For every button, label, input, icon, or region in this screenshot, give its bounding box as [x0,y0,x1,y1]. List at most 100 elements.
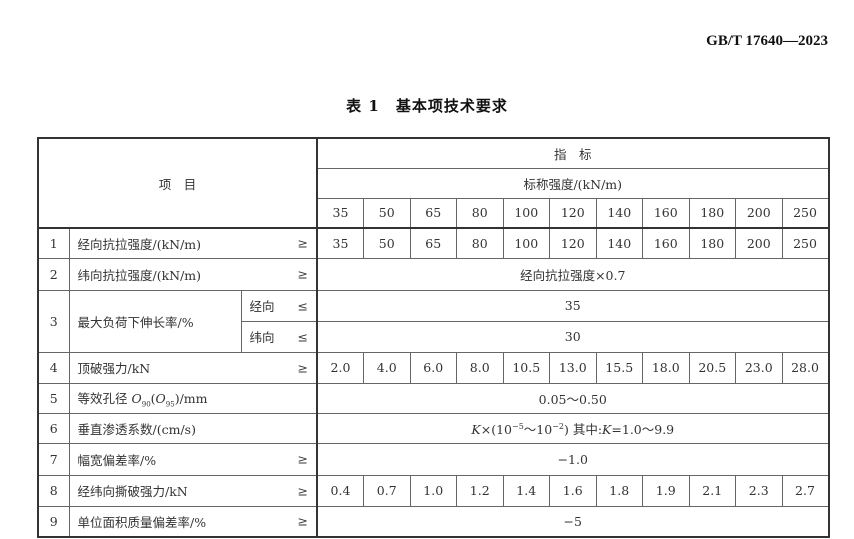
value-cell: 250 [781,227,829,259]
row-number: 3 [37,289,70,353]
row-number: 8 [37,474,70,507]
value-cell: 2.0 [316,351,364,384]
value-cell: 1.9 [642,474,690,507]
value-cell: 0.7 [363,474,411,507]
row-number: 7 [37,442,70,476]
operator: ≥ [297,483,308,498]
value-cell: 160 [642,227,690,259]
row-number: 2 [37,257,70,291]
requirements-table: 项 目 指 标 标称强度/(kN/m) 35 50 65 80 100 120 140 160… [37,137,830,538]
header-indicator: 指 标 [316,137,829,169]
table-row: 5 等效孔径 O90(O95)/mm 0.05～0.50 [37,382,829,414]
merged-value: −5 [316,505,829,538]
table-row: 6 垂直渗透系数/(cm/s) K×(10−5～10−2) 其中:K=1.0～9.9 [37,412,829,444]
row-label: 经向抗拉强度/(kN/m) ≥ [68,227,318,259]
value-cell: 2.7 [781,474,829,507]
table-row: 9 单位面积质量偏差率/% ≥ −5 [37,505,829,538]
grade-cell: 80 [456,197,504,229]
table-row: 8 经纬向撕破强力/kN ≥0.4 0.7 1.0 1.2 1.4 1.6 1.8 1.9 2.1 2… [37,474,829,507]
value-cell: 1.0 [409,474,457,507]
value-cell: 20.5 [688,351,736,384]
grade-cell: 100 [502,197,550,229]
value-cell: 35 [316,227,364,259]
value-cell: 6.0 [409,351,457,384]
value-cell: 80 [456,227,504,259]
row-label: 垂直渗透系数/(cm/s) [68,412,318,444]
operator: ≥ [297,266,308,282]
row-label-text: 幅宽偏差率/% [77,452,157,468]
grade-cell: 65 [409,197,457,229]
row-label-text: 经向抗拉强度/(kN/m) [77,236,202,252]
operator: ≤ [297,329,308,344]
grade-cell: 140 [595,197,643,229]
value-cell: 18.0 [642,351,690,384]
row-label-text: 顶破强力/kN [77,361,151,376]
grade-cell: 180 [688,197,736,229]
operator: ≥ [297,360,308,375]
header-item: 项 目 [37,137,318,229]
value-cell: 180 [688,227,736,259]
row-number: 6 [37,412,70,444]
row-label-text: 经纬向撕破强力/kN [77,484,188,499]
value-cell: 8.0 [456,351,504,384]
row-number: 9 [37,505,70,538]
sub-label: 纬向 ≤ [240,320,318,353]
row-label: 单位面积质量偏差率/% ≥ [68,505,318,538]
value-cell: 1.6 [549,474,597,507]
value-cell: 120 [549,227,597,259]
value-cell: 1.2 [456,474,504,507]
operator: ≤ [297,298,308,313]
grade-cell: 120 [549,197,597,229]
row-label-text: 单位面积质量偏差率/% [77,514,207,530]
row-number: 5 [37,382,70,414]
table-row: 7 幅宽偏差率/% ≥ −1.0 [37,442,829,476]
value-cell: 1.8 [595,474,643,507]
row-label-text: 纬向抗拉强度/(kN/m) [77,267,202,283]
row-number: 1 [37,227,70,259]
grade-cell: 250 [781,197,829,229]
value-cell: 50 [363,227,411,259]
row-number: 4 [37,351,70,384]
sub-label-text: 经向 [249,299,275,314]
row-label: 幅宽偏差率/% ≥ [68,442,318,476]
row-label: 纬向抗拉强度/(kN/m) ≥ [68,257,318,291]
table-row: 4 顶破强力/kN ≥2.0 4.0 6.0 8.0 10.5 13.0 15.5 18.0 20.… [37,351,829,384]
grade-cell: 160 [642,197,690,229]
value-cell: 28.0 [781,351,829,384]
header-nominal-strength: 标称强度/(kN/m) [316,167,829,199]
operator: ≥ [297,451,308,467]
value-cell: 13.0 [549,351,597,384]
row-label: 顶破强力/kN ≥ [68,351,318,384]
value-cell: 65 [409,227,457,259]
value-cell: 0.4 [316,474,364,507]
value-cell: 15.5 [595,351,643,384]
operator: ≥ [297,235,308,251]
merged-value: 0.05～0.50 [316,382,829,414]
grade-cell: 35 [316,197,364,229]
merged-value: K×(10−5～10−2) 其中:K=1.0～9.9 [316,412,829,444]
row-label: 经纬向撕破强力/kN ≥ [68,474,318,507]
value-cell: 2.3 [735,474,783,507]
value-cell: 4.0 [363,351,411,384]
merged-value: 35 [316,289,829,322]
sub-label-text: 纬向 [249,330,275,345]
grade-cell: 200 [735,197,783,229]
operator: ≥ [297,513,308,529]
value-cell: 140 [595,227,643,259]
table-row: 2 纬向抗拉强度/(kN/m) ≥ 经向抗拉强度×0.7 [37,257,829,291]
row-label-text: 垂直渗透系数/(cm/s) [77,421,196,437]
value-cell: 10.5 [502,351,550,384]
value-cell: 1.4 [502,474,550,507]
row-label: 等效孔径 O90(O95)/mm [68,382,318,414]
sub-label: 经向 ≤ [240,289,318,322]
value-cell: 23.0 [735,351,783,384]
merged-value: 30 [316,320,829,353]
row-label: 最大负荷下伸长率/% [68,289,242,353]
table-title: 表 1 基本项技术要求 [346,97,508,115]
value-cell: 2.1 [688,474,736,507]
table-row: 1 经向抗拉强度/(kN/m) ≥35 50 65 80 100 120 140 160 180 20… [37,227,829,259]
value-cell: 200 [735,227,783,259]
value-cell: 100 [502,227,550,259]
standard-number: GB/T 17640—2023 [706,33,828,49]
grade-cell: 50 [363,197,411,229]
